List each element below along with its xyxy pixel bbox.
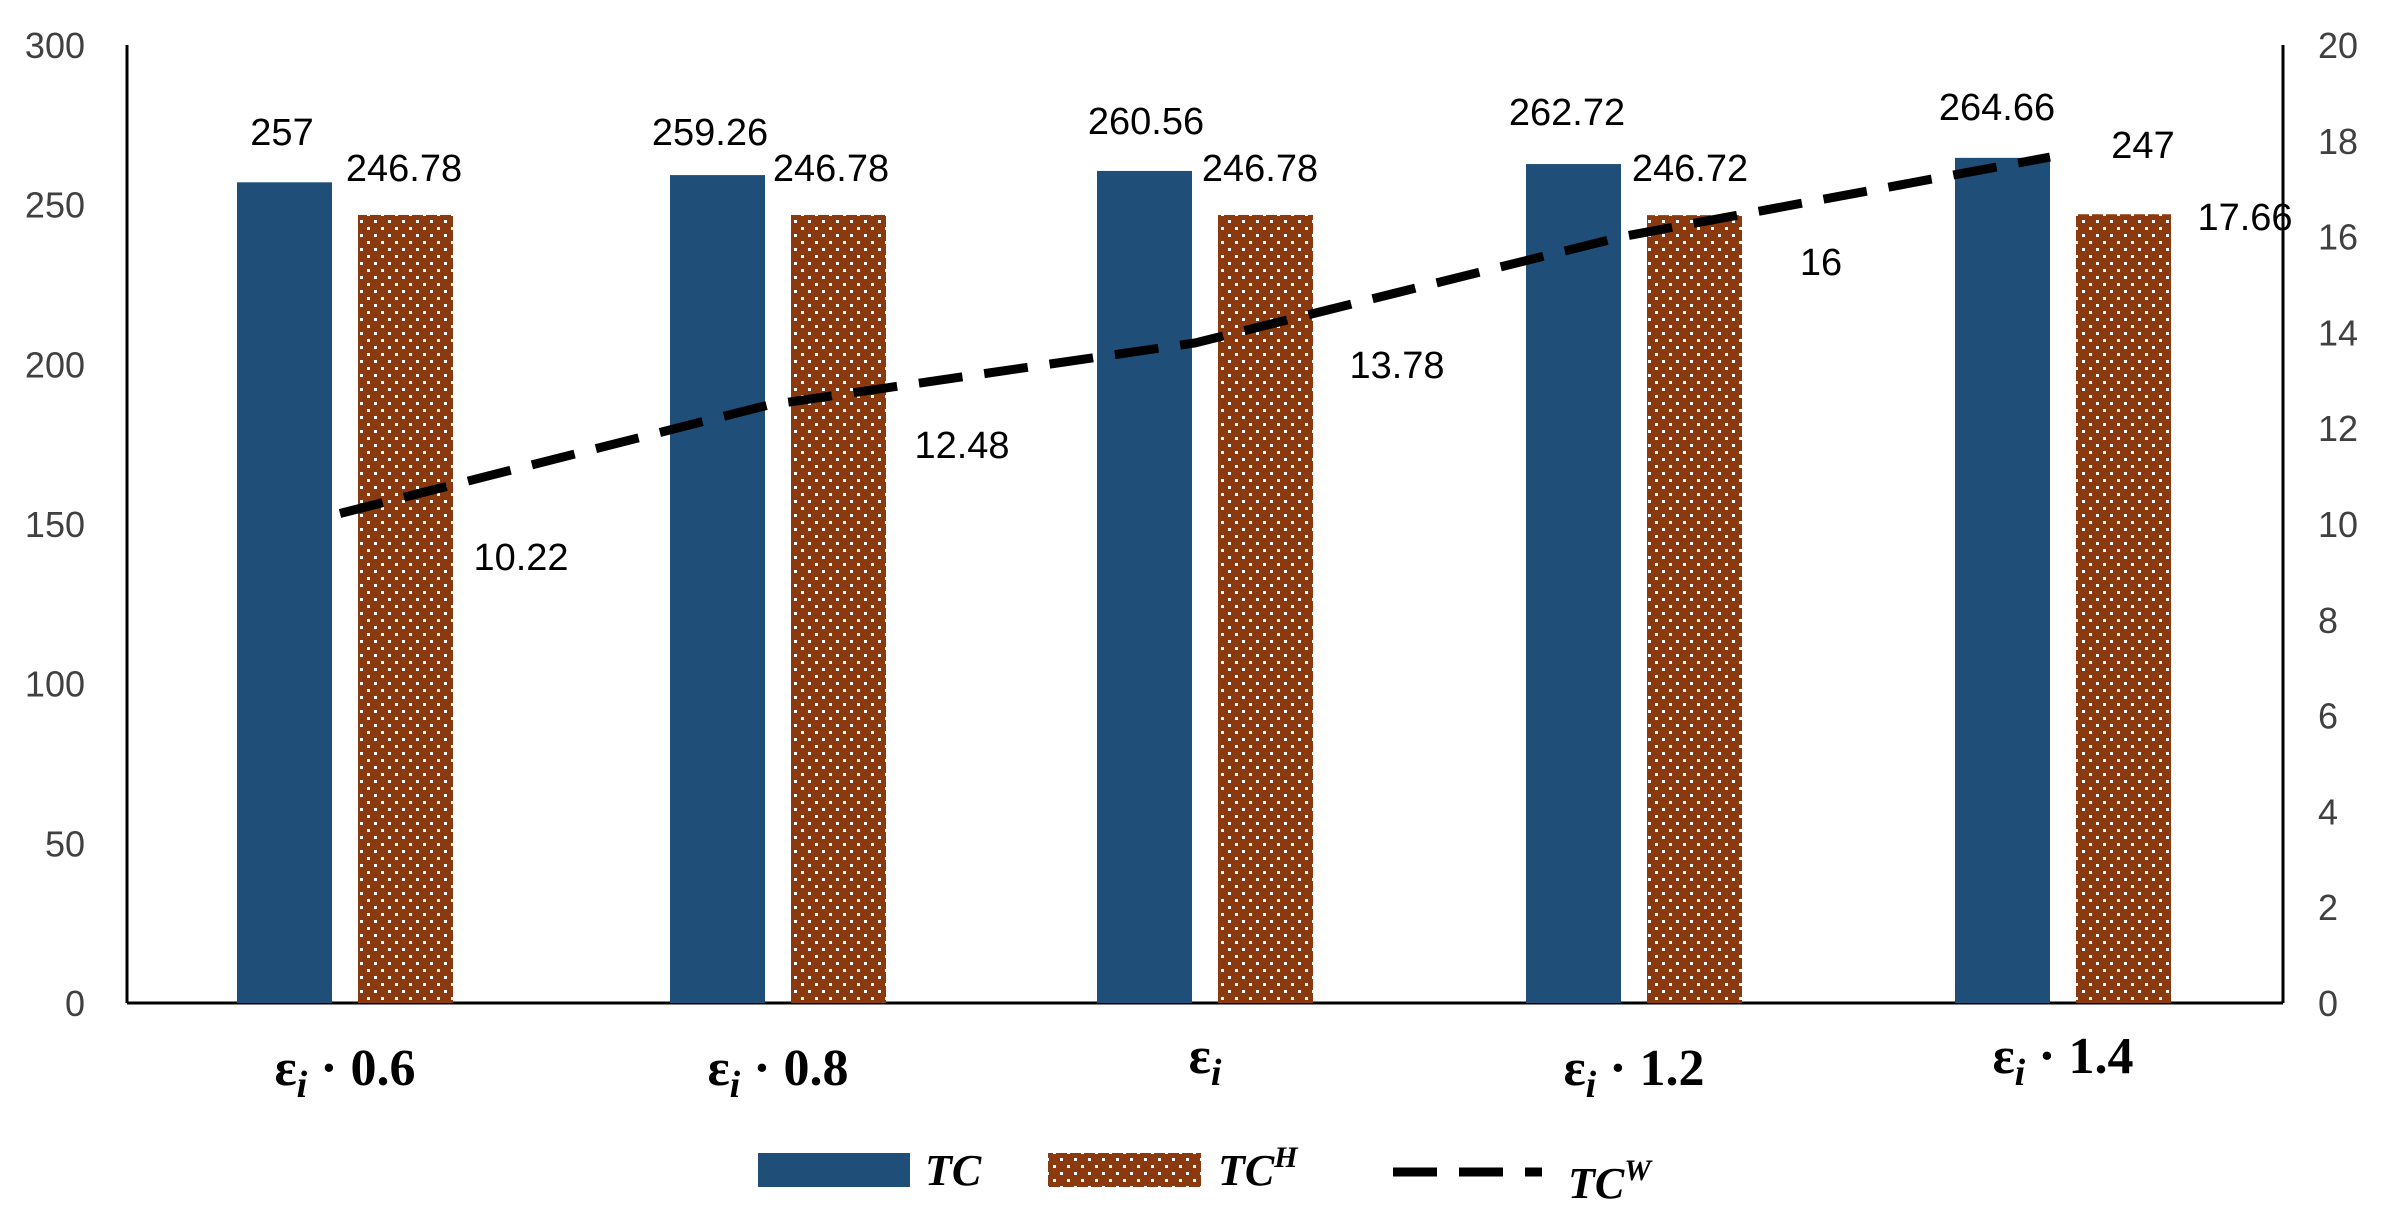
bar-tch bbox=[358, 214, 453, 1003]
bar-tch bbox=[1218, 214, 1313, 1003]
y-left-tick-label: 50 bbox=[45, 823, 85, 864]
x-tick-label: εi bbox=[1189, 1028, 1222, 1094]
y-right-tick-label: 8 bbox=[2318, 600, 2338, 641]
y-right-tick-label: 20 bbox=[2318, 25, 2358, 66]
data-label-tcw: 17.66 bbox=[2197, 197, 2292, 239]
bar-tch bbox=[2076, 214, 2171, 1003]
y-right-tick-label: 4 bbox=[2318, 791, 2338, 832]
legend: TC TCH TCW bbox=[758, 1141, 1653, 1208]
legend-swatch-tc bbox=[758, 1153, 910, 1187]
y-right-tick-label: 12 bbox=[2318, 408, 2358, 449]
plot-area: 0 50 100 150 200 250 300 0 2 4 6 8 10 12 14 16 18 20 257 25… bbox=[25, 25, 2358, 1106]
data-label-tcw: 13.78 bbox=[1349, 345, 1444, 387]
y-left-tick-label: 200 bbox=[25, 344, 85, 385]
bar-tch bbox=[1647, 215, 1742, 1003]
data-label-tch: 246.78 bbox=[1202, 148, 1318, 190]
data-label-tc: 262.72 bbox=[1509, 92, 1625, 134]
data-label-tc: 264.66 bbox=[1939, 87, 2055, 129]
legend-swatch-tch bbox=[1048, 1153, 1201, 1187]
data-label-tch: 246.78 bbox=[773, 148, 889, 190]
y-left-tick-label: 150 bbox=[25, 504, 85, 545]
y-right-tick-label: 18 bbox=[2318, 121, 2358, 162]
data-label-tch: 246.72 bbox=[1632, 148, 1748, 190]
data-label-tch: 246.78 bbox=[346, 148, 462, 190]
y-right-tick-label: 16 bbox=[2318, 217, 2358, 258]
y-right-tick-label: 2 bbox=[2318, 887, 2338, 928]
y-left-tick-label: 0 bbox=[65, 983, 85, 1024]
legend-label-tc: TC bbox=[925, 1146, 982, 1195]
y-left-tick-label: 250 bbox=[25, 185, 85, 226]
data-label-tch: 247 bbox=[2111, 125, 2174, 167]
y-right-tick-label: 10 bbox=[2318, 504, 2358, 545]
data-label-tcw: 12.48 bbox=[914, 425, 1009, 467]
bar-tc bbox=[670, 175, 765, 1003]
y-right-tick-label: 6 bbox=[2318, 696, 2338, 737]
data-label-tc: 260.56 bbox=[1088, 101, 1204, 143]
y-right-tick-label: 14 bbox=[2318, 312, 2358, 353]
y-right-tick-label: 0 bbox=[2318, 983, 2338, 1024]
bar-tc bbox=[237, 182, 332, 1003]
bar-tc bbox=[1955, 157, 2050, 1003]
data-label-tcw: 16 bbox=[1800, 242, 1842, 284]
bar-tc bbox=[1526, 164, 1621, 1003]
data-label-tc: 257 bbox=[250, 112, 313, 154]
x-tick-label: εi · 1.4 bbox=[1992, 1028, 2133, 1094]
y-left-tick-label: 300 bbox=[25, 25, 85, 66]
data-label-tcw: 10.22 bbox=[473, 537, 568, 579]
line-tcw bbox=[338, 152, 2051, 518]
bar-tc bbox=[1097, 170, 1192, 1003]
x-tick-label: εi · 0.6 bbox=[274, 1040, 415, 1106]
y-left-tick-label: 100 bbox=[25, 664, 85, 705]
legend-label-tcw: TCW bbox=[1568, 1154, 1653, 1208]
legend-label-tch: TCH bbox=[1218, 1141, 1299, 1195]
x-tick-label: εi · 1.2 bbox=[1563, 1040, 1704, 1106]
x-tick-label: εi · 0.8 bbox=[707, 1040, 848, 1106]
data-label-tc: 259.26 bbox=[652, 112, 768, 154]
bar-tch bbox=[791, 214, 886, 1003]
